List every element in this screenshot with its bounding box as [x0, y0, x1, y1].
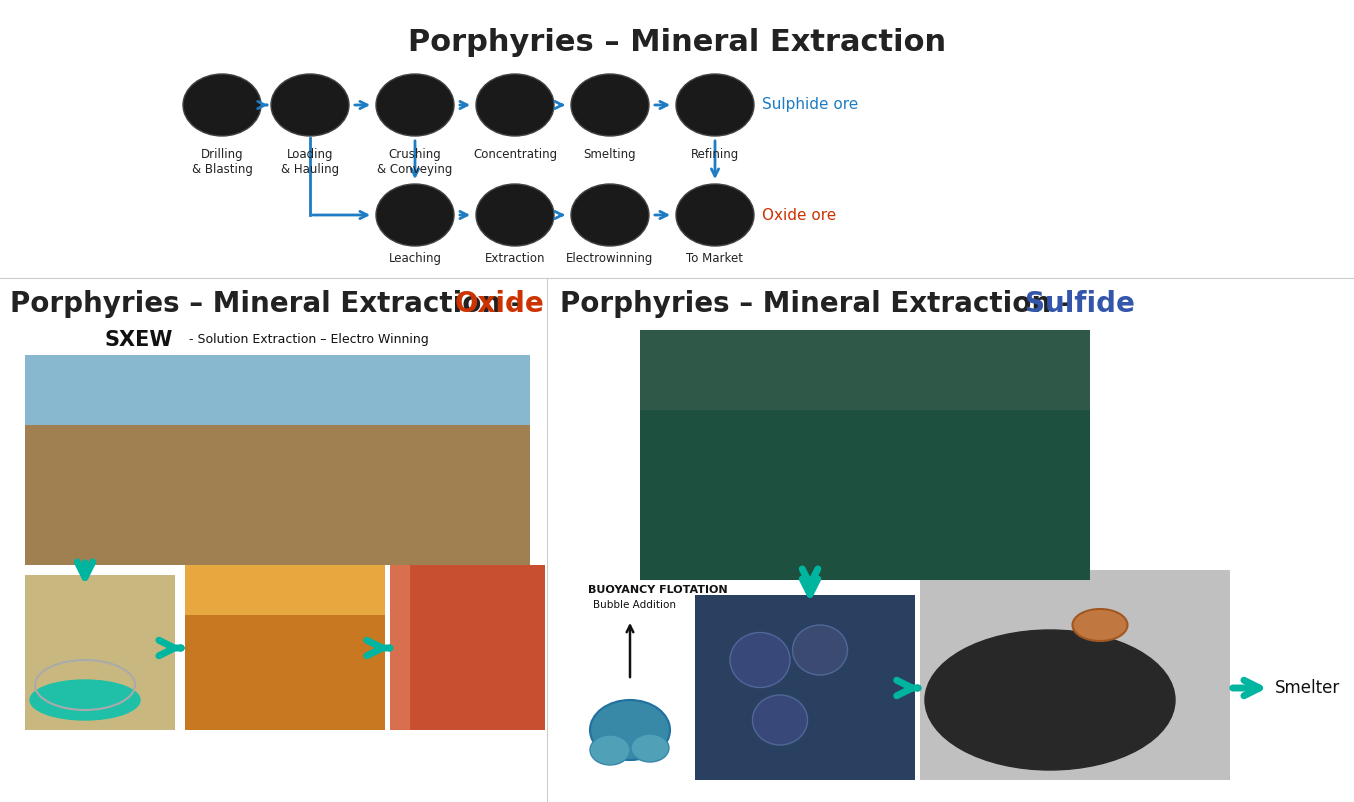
Bar [390, 565, 410, 730]
Ellipse shape [571, 184, 649, 246]
Bar [185, 565, 385, 615]
Bar [390, 565, 546, 730]
Bar [640, 410, 1090, 580]
Bar [24, 355, 529, 565]
Ellipse shape [753, 695, 807, 745]
Bar [24, 355, 529, 425]
Text: Porphyries – Mineral Extraction -: Porphyries – Mineral Extraction - [561, 290, 1082, 318]
Ellipse shape [271, 74, 349, 136]
Ellipse shape [925, 630, 1175, 770]
Text: Sulfide: Sulfide [1025, 290, 1135, 318]
Ellipse shape [477, 74, 554, 136]
Ellipse shape [183, 74, 261, 136]
Text: Concentrating: Concentrating [473, 148, 556, 161]
Bar [640, 330, 1090, 580]
Text: Leaching: Leaching [389, 252, 441, 265]
Text: Crushing
& Conveying: Crushing & Conveying [378, 148, 452, 176]
Text: - Solution Extraction – Electro Winning: - Solution Extraction – Electro Winning [185, 333, 429, 346]
Bar [919, 570, 1229, 780]
Ellipse shape [590, 735, 630, 765]
Bar [24, 425, 529, 565]
Bar [640, 330, 1090, 580]
Ellipse shape [590, 700, 670, 760]
Text: BUOYANCY FLOTATION: BUOYANCY FLOTATION [588, 585, 727, 595]
Ellipse shape [376, 184, 454, 246]
Text: Smelter: Smelter [1275, 679, 1340, 697]
Text: Extraction: Extraction [485, 252, 546, 265]
Ellipse shape [676, 74, 754, 136]
Text: To Market: To Market [686, 252, 743, 265]
Text: Electrowinning: Electrowinning [566, 252, 654, 265]
Bar [640, 330, 1090, 410]
Ellipse shape [1072, 609, 1128, 641]
Text: Oxide: Oxide [455, 290, 544, 318]
Ellipse shape [376, 74, 454, 136]
Ellipse shape [477, 184, 554, 246]
Text: Smelting: Smelting [584, 148, 636, 161]
Ellipse shape [730, 633, 789, 687]
Text: Bubble Addition: Bubble Addition [593, 600, 676, 610]
Text: Refining: Refining [691, 148, 739, 161]
Text: Drilling
& Blasting: Drilling & Blasting [191, 148, 252, 176]
Text: Loading
& Hauling: Loading & Hauling [280, 148, 338, 176]
Text: Sulphide ore: Sulphide ore [762, 98, 858, 112]
Bar [24, 575, 175, 730]
Bar [185, 565, 385, 730]
Ellipse shape [676, 184, 754, 246]
Ellipse shape [792, 625, 848, 675]
Text: SXEW: SXEW [106, 330, 173, 350]
Bar [695, 595, 915, 780]
Text: Porphyries – Mineral Extraction -: Porphyries – Mineral Extraction - [9, 290, 532, 318]
Text: Porphyries – Mineral Extraction: Porphyries – Mineral Extraction [408, 28, 946, 57]
Ellipse shape [30, 680, 139, 720]
Ellipse shape [571, 74, 649, 136]
Text: Oxide ore: Oxide ore [762, 208, 837, 222]
Ellipse shape [631, 734, 669, 762]
